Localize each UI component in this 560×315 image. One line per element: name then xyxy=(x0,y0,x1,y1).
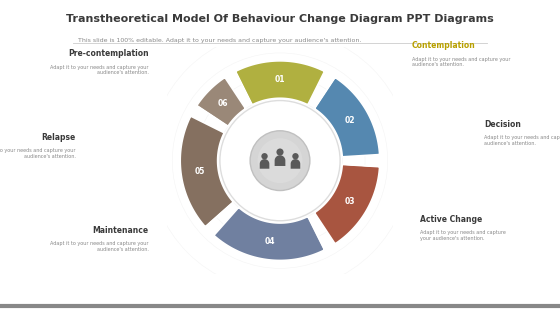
Polygon shape xyxy=(308,216,325,250)
Polygon shape xyxy=(214,207,325,261)
Text: Adapt it to your needs and capture your
audience's attention.: Adapt it to your needs and capture your … xyxy=(0,148,76,159)
Text: Active Change: Active Change xyxy=(420,215,482,224)
Circle shape xyxy=(258,138,302,183)
Text: Transtheoretical Model Of Behaviour Change Diagram PPT Diagrams: Transtheoretical Model Of Behaviour Chan… xyxy=(66,14,494,24)
Polygon shape xyxy=(342,164,380,167)
Circle shape xyxy=(292,153,298,159)
Text: Pre-contemplation: Pre-contemplation xyxy=(68,49,148,58)
Circle shape xyxy=(220,100,340,221)
Text: Adapt it to your needs and capture your
audience's attention.: Adapt it to your needs and capture your … xyxy=(412,57,510,67)
Text: 06: 06 xyxy=(217,99,228,108)
Polygon shape xyxy=(235,61,325,105)
Text: Adapt it to your needs and capture your
audience's attention.: Adapt it to your needs and capture your … xyxy=(484,135,560,146)
Polygon shape xyxy=(274,155,286,166)
Polygon shape xyxy=(260,159,269,169)
Text: 03: 03 xyxy=(345,197,356,206)
Polygon shape xyxy=(180,116,234,227)
Text: Adapt it to your needs and capture your
audience's attention.: Adapt it to your needs and capture your … xyxy=(50,241,148,252)
Text: 01: 01 xyxy=(275,75,285,84)
Text: Adapt it to your needs and capture
your audience's attention.: Adapt it to your needs and capture your … xyxy=(420,230,506,241)
Text: This slide is 100% editable. Adapt it to your needs and capture your audience's : This slide is 100% editable. Adapt it to… xyxy=(78,38,362,43)
Text: Maintenance: Maintenance xyxy=(92,226,148,235)
Text: Contemplation: Contemplation xyxy=(412,41,475,50)
Text: Adapt it to your needs and capture your
audience's attention.: Adapt it to your needs and capture your … xyxy=(50,65,148,75)
Polygon shape xyxy=(314,164,380,244)
Polygon shape xyxy=(314,77,335,109)
Circle shape xyxy=(277,148,283,156)
Polygon shape xyxy=(235,71,252,105)
Circle shape xyxy=(262,153,268,159)
Text: 04: 04 xyxy=(264,237,274,245)
Text: Relapse: Relapse xyxy=(41,133,76,142)
Text: 05: 05 xyxy=(194,167,205,176)
Polygon shape xyxy=(314,77,380,157)
Text: 02: 02 xyxy=(345,116,356,125)
Text: Decision: Decision xyxy=(484,120,521,129)
Circle shape xyxy=(250,131,310,191)
Polygon shape xyxy=(291,159,300,169)
Polygon shape xyxy=(197,106,228,126)
Polygon shape xyxy=(206,202,234,227)
Polygon shape xyxy=(197,77,246,126)
